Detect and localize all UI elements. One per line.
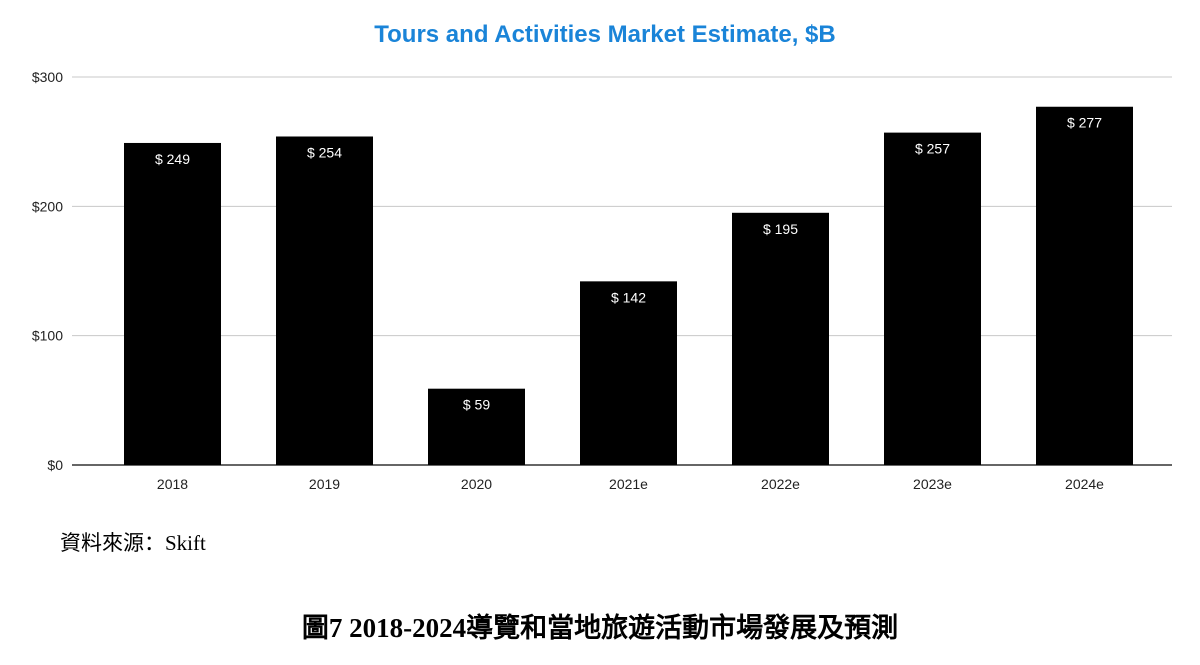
bar-value-label: $ 254 [307,144,342,160]
y-tick-label: $200 [32,198,63,214]
chart-container: Tours and Activities Market Estimate, $B… [32,21,1172,492]
chart-title: Tours and Activities Market Estimate, $B [374,21,835,48]
bars: $ 249 $ 254 $ 59 $ 142 $ 195 $ 257 $ 277 [124,106,1133,465]
bar-value-label: $ 195 [763,221,798,237]
source-note: 資料來源：Skift [60,531,206,555]
figure-caption: 圖7 2018-2024導覽和當地旅遊活動市場發展及預測 [301,613,899,643]
x-tick-label: 2023e [913,476,952,492]
bar-value-label: $ 249 [155,151,190,167]
bar-value-label: $ 257 [915,141,950,157]
bar-2023e [884,132,981,465]
y-tick-label: $300 [32,69,63,85]
y-tick-label: $100 [32,328,63,344]
bar-chart: Tours and Activities Market Estimate, $B… [32,21,1172,492]
y-axis-ticks: $0 $100 $200 $300 [32,69,63,473]
bar-2019 [276,136,373,465]
x-tick-label: 2022e [761,476,800,492]
bar-2018 [124,142,221,465]
bar-2022e [732,212,829,465]
x-tick-label: 2021e [609,476,648,492]
x-tick-label: 2019 [309,476,340,492]
x-axis-ticks: 2018 2019 2020 2021e 2022e 2023e 2024e [157,476,1104,492]
bar-value-label: $ 59 [463,397,490,413]
bar-value-label: $ 142 [611,289,646,305]
x-tick-label: 2024e [1065,476,1104,492]
x-tick-label: 2018 [157,476,188,492]
bar-2021e [580,281,677,465]
x-tick-label: 2020 [461,476,492,492]
bar-2024e [1036,106,1133,465]
bar-value-label: $ 277 [1067,115,1102,131]
y-tick-label: $0 [47,457,63,473]
bar-2020 [428,388,525,465]
